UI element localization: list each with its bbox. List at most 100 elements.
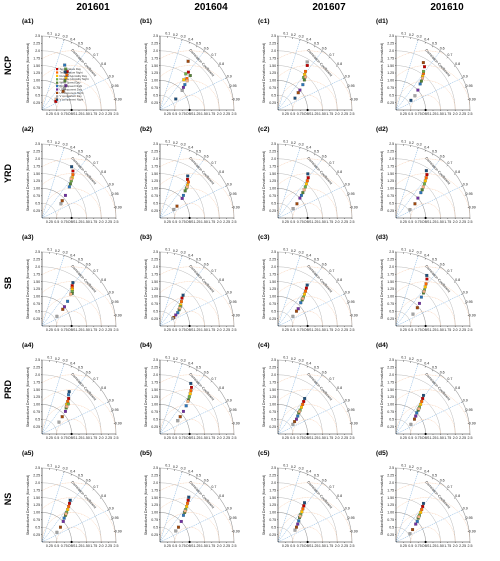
y-tick-label: 0.5 bbox=[35, 525, 40, 529]
y-tick-label: 1.25 bbox=[269, 287, 276, 291]
corr-line bbox=[159, 374, 205, 435]
corr-tick bbox=[314, 477, 316, 480]
x-tick-label: 1.25 bbox=[312, 544, 319, 548]
x-tick-label: 0.25 bbox=[164, 544, 171, 548]
x-tick-label: 0.5 bbox=[408, 220, 413, 224]
std-arc bbox=[41, 359, 117, 435]
corr-tick-label: 0.5 bbox=[314, 474, 319, 478]
y-tick-label: 2.5 bbox=[153, 466, 158, 470]
x-tick-label: 1.25 bbox=[194, 544, 201, 548]
x-tick-label: 0.75 bbox=[61, 220, 68, 224]
std-arc bbox=[395, 419, 411, 435]
data-point bbox=[291, 207, 295, 211]
y-tick-label: 1.75 bbox=[269, 56, 276, 60]
corr-tick-label: 0.8 bbox=[337, 278, 342, 282]
x-tick-label: 0.25 bbox=[400, 220, 407, 224]
x-tick-label: 0.75 bbox=[179, 544, 186, 548]
taylor-panel-d1: 0.1 0.2 0.3 0.4 0.5 0.6 0.7 0.8 0.9 0.95 0.99 Corre… bbox=[372, 14, 490, 122]
x-tick-label: 2.5 bbox=[350, 544, 355, 548]
y-tick-label: 1.75 bbox=[387, 164, 394, 168]
obs-point bbox=[306, 540, 309, 544]
y-tick-label: 2.5 bbox=[35, 358, 40, 362]
y-tick-label: 0.5 bbox=[389, 525, 394, 529]
x-tick-label: 1.50 bbox=[319, 436, 326, 440]
corr-tick bbox=[461, 185, 463, 187]
y-tick-label: 2.25 bbox=[387, 258, 394, 262]
std-arc bbox=[395, 527, 411, 543]
x-tick-label: 0.25 bbox=[400, 112, 407, 116]
y-tick-label: 1.50 bbox=[33, 280, 40, 284]
corr-tick-label: 0.5 bbox=[78, 474, 83, 478]
corr-tick bbox=[446, 489, 448, 491]
y-tick-label: 1.75 bbox=[387, 272, 394, 276]
y-tick-label: 2.25 bbox=[269, 150, 276, 154]
corr-tick bbox=[217, 65, 220, 67]
x-tick-label: 1.50 bbox=[201, 436, 208, 440]
taylor-panel-d4: 0.1 0.2 0.3 0.4 0.5 0.6 0.7 0.8 0.9 0.95 0.99 Corre… bbox=[372, 338, 490, 446]
data-point bbox=[413, 94, 417, 98]
corr-line bbox=[277, 255, 301, 327]
corr-tick-label: 0.99 bbox=[469, 205, 476, 209]
corr-tick-label: 0.8 bbox=[101, 494, 106, 498]
corr-tick-label: 0.3 bbox=[299, 251, 304, 255]
data-point bbox=[423, 179, 427, 183]
std-arc bbox=[395, 95, 411, 111]
taylor-panel-c4: 0.1 0.2 0.3 0.4 0.5 0.6 0.7 0.8 0.9 0.95 0.99 Corre… bbox=[254, 338, 372, 446]
corr-tick-label: 0.4 bbox=[306, 362, 311, 366]
x-tick-label: OBS bbox=[304, 436, 312, 440]
corr-tick bbox=[453, 389, 456, 391]
data-point bbox=[180, 88, 184, 92]
y-tick-label: 1.00 bbox=[269, 511, 276, 515]
y-tick-label: 1.50 bbox=[151, 496, 158, 500]
corr-tick bbox=[424, 366, 426, 368]
corr-tick bbox=[225, 77, 227, 79]
y-tick-label: 1.25 bbox=[269, 71, 276, 75]
corr-tick-label: 0.95 bbox=[466, 408, 473, 412]
y-tick-label: 2.25 bbox=[33, 150, 40, 154]
y-tick-label: 1.50 bbox=[269, 64, 276, 68]
x-tick-label: OBS bbox=[186, 544, 194, 548]
data-point bbox=[189, 381, 193, 385]
x-tick-label: 1.50 bbox=[319, 328, 326, 332]
corr-tick-label: 0.6 bbox=[86, 47, 91, 51]
x-tick-label: 1.50 bbox=[201, 112, 208, 116]
corr-tick bbox=[203, 374, 205, 377]
std-arc bbox=[159, 467, 235, 543]
corr-tick-label: 0.5 bbox=[78, 150, 83, 154]
corr-tick-label: 0.9 bbox=[345, 291, 350, 295]
x-tick-label: OBS bbox=[186, 328, 194, 332]
y-axis-title: Standardized Deviations (Normalized) bbox=[26, 367, 30, 428]
x-tick-label: 0.5 bbox=[290, 436, 295, 440]
y-tick-label: 0.25 bbox=[33, 317, 40, 321]
corr-tick bbox=[453, 173, 456, 175]
corr-tick-label: 0.5 bbox=[196, 42, 201, 46]
y-tick-label: 0.5 bbox=[271, 309, 276, 313]
corr-tick bbox=[78, 45, 80, 48]
corr-tick-label: 0.7 bbox=[329, 53, 334, 57]
corr-tick-label: 0.1 bbox=[165, 140, 170, 144]
y-tick-label: 1.50 bbox=[387, 172, 394, 176]
y-tick-label: 1.50 bbox=[33, 64, 40, 68]
x-tick-label: 1.25 bbox=[194, 112, 201, 116]
corr-tick-label: 0.95 bbox=[230, 84, 237, 88]
y-tick-label: 2.0 bbox=[153, 157, 158, 161]
data-point bbox=[63, 409, 67, 413]
data-point bbox=[183, 509, 187, 513]
taylor-panel-c1: 0.1 0.2 0.3 0.4 0.5 0.6 0.7 0.8 0.9 0.95 0.99 Corre… bbox=[254, 14, 372, 122]
x-tick-label: 1.25 bbox=[194, 436, 201, 440]
column-header-201607: 201607 bbox=[312, 2, 346, 13]
corr-tick-label: 0.8 bbox=[219, 494, 224, 498]
data-point bbox=[61, 307, 65, 311]
corr-tick bbox=[78, 153, 80, 156]
y-tick-label: 1.00 bbox=[387, 295, 394, 299]
legend-entry: Relative Humidity Day bbox=[60, 74, 88, 78]
corr-tick bbox=[188, 474, 190, 476]
y-tick-label: 2.0 bbox=[271, 373, 276, 377]
data-point bbox=[63, 63, 67, 67]
std-arc bbox=[159, 281, 205, 327]
corr-tick-label: 0.2 bbox=[55, 465, 60, 469]
y-tick-label: 2.0 bbox=[271, 265, 276, 269]
corr-tick bbox=[225, 401, 227, 403]
corr-tick bbox=[424, 42, 426, 44]
corr-tick-label: 0.9 bbox=[463, 399, 468, 403]
